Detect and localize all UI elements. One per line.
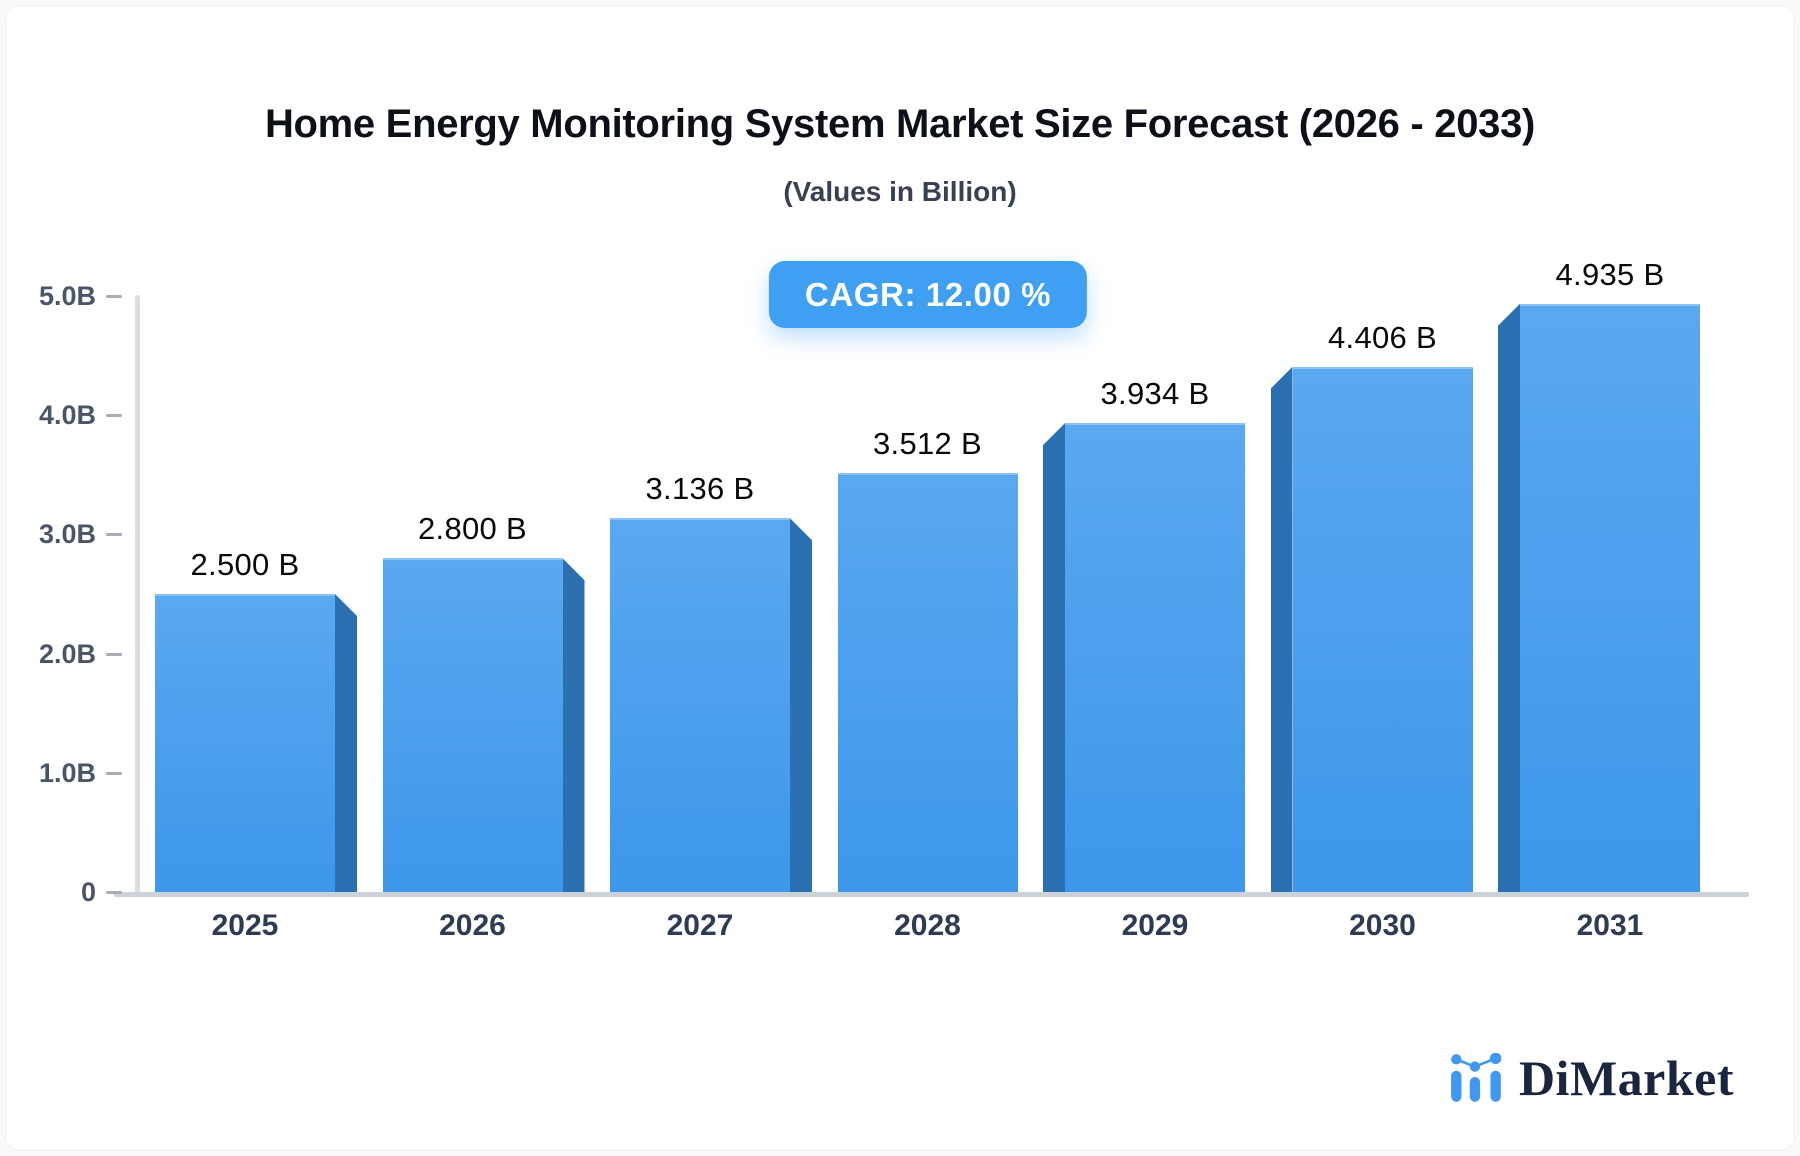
bar: [1065, 423, 1245, 892]
y-axis-tick-label: 0: [80, 877, 96, 907]
bar-3d-side: [1270, 366, 1293, 892]
x-axis-label: 2030: [1349, 909, 1416, 942]
x-axis-label: 2031: [1576, 909, 1644, 942]
bar: [610, 518, 790, 892]
bar: [837, 473, 1018, 892]
y-axis-tick-mark: [106, 771, 122, 775]
bar: [155, 594, 335, 892]
y-axis-tick-mark: [106, 414, 122, 418]
y-axis-tick-mark: [106, 533, 122, 537]
x-axis-label: 2027: [666, 909, 734, 942]
bar-value-label: 2.500 B: [190, 547, 300, 582]
y-axis-tick-mark: [106, 652, 122, 656]
bar-value-label: 3.934 B: [1100, 376, 1210, 412]
x-axis-label: 2025: [211, 909, 279, 942]
y-axis-line: [135, 295, 140, 895]
bar-3d-side: [1498, 303, 1520, 892]
bar-3d-side: [790, 518, 812, 892]
cagr-badge: CAGR: 12.00 %: [768, 261, 1088, 328]
bar-value-label: 3.136 B: [645, 471, 755, 507]
y-axis-tick-label: 4.0B: [38, 400, 96, 431]
x-axis-label: 2026: [439, 909, 506, 942]
bar-3d-side: [1043, 423, 1065, 892]
bar-line-chart-icon: [1451, 1053, 1502, 1102]
bar-3d-side: [562, 558, 585, 892]
y-axis-tick-label: 2.0B: [38, 638, 96, 669]
bar-chart-plot: 0 1.0B 2.0B 3.0B 4.0B 5.0B 2.500 B 2025 2.800 B 2…: [6, 6, 1794, 1150]
y-axis-tick-label: 3.0B: [38, 519, 96, 550]
x-axis-label: 2028: [894, 909, 961, 942]
bar-3d-side: [335, 594, 357, 892]
brand-logo-text: DiMarket: [1518, 1050, 1734, 1106]
x-axis-label: 2029: [1121, 909, 1189, 942]
chart-subtitle: (Values in Billion): [783, 176, 1017, 207]
bar: [1520, 303, 1700, 892]
chart-card: Home Energy Monitoring System Market Siz…: [5, 5, 1795, 1151]
x-axis-baseline: [114, 892, 1749, 897]
y-axis-tick-label: 5.0B: [38, 281, 96, 311]
y-axis-tick-label: 1.0B: [38, 757, 96, 788]
y-axis-tick-mark: [106, 295, 122, 298]
chart-title: Home Energy Monitoring System Market Siz…: [264, 102, 1536, 146]
bar-value-label: 4.935 B: [1555, 256, 1665, 292]
bar-value-label: 3.512 B: [873, 426, 982, 462]
bar: [1292, 366, 1473, 892]
brand-logo: DiMarket: [1448, 1049, 1734, 1107]
bar-value-label: 4.406 B: [1328, 319, 1437, 355]
bar-value-label: 2.800 B: [418, 511, 527, 547]
y-axis-tick-mark: [106, 891, 122, 894]
bar: [382, 558, 563, 892]
